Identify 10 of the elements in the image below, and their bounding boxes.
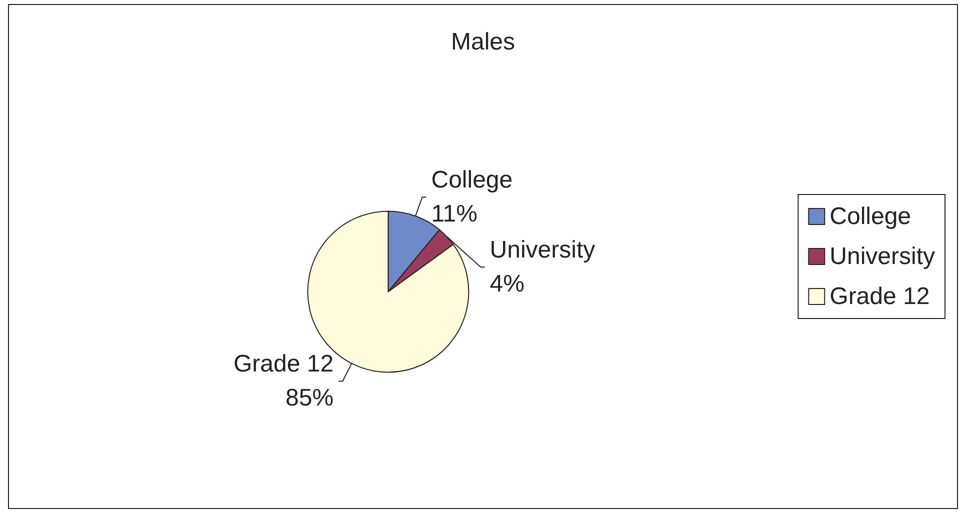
data-label: 11% <box>431 200 478 228</box>
slice-label: College <box>431 166 513 194</box>
data-label: 4% <box>490 270 524 298</box>
chart-title: Males <box>450 28 516 56</box>
slice-label: University <box>490 236 596 264</box>
legend-label: Grade 12 <box>830 283 930 310</box>
legend-label: College <box>830 203 912 230</box>
legend-label: University <box>830 243 936 270</box>
data-label: 85% <box>286 384 334 412</box>
slice-label: Grade 12 <box>234 350 334 378</box>
